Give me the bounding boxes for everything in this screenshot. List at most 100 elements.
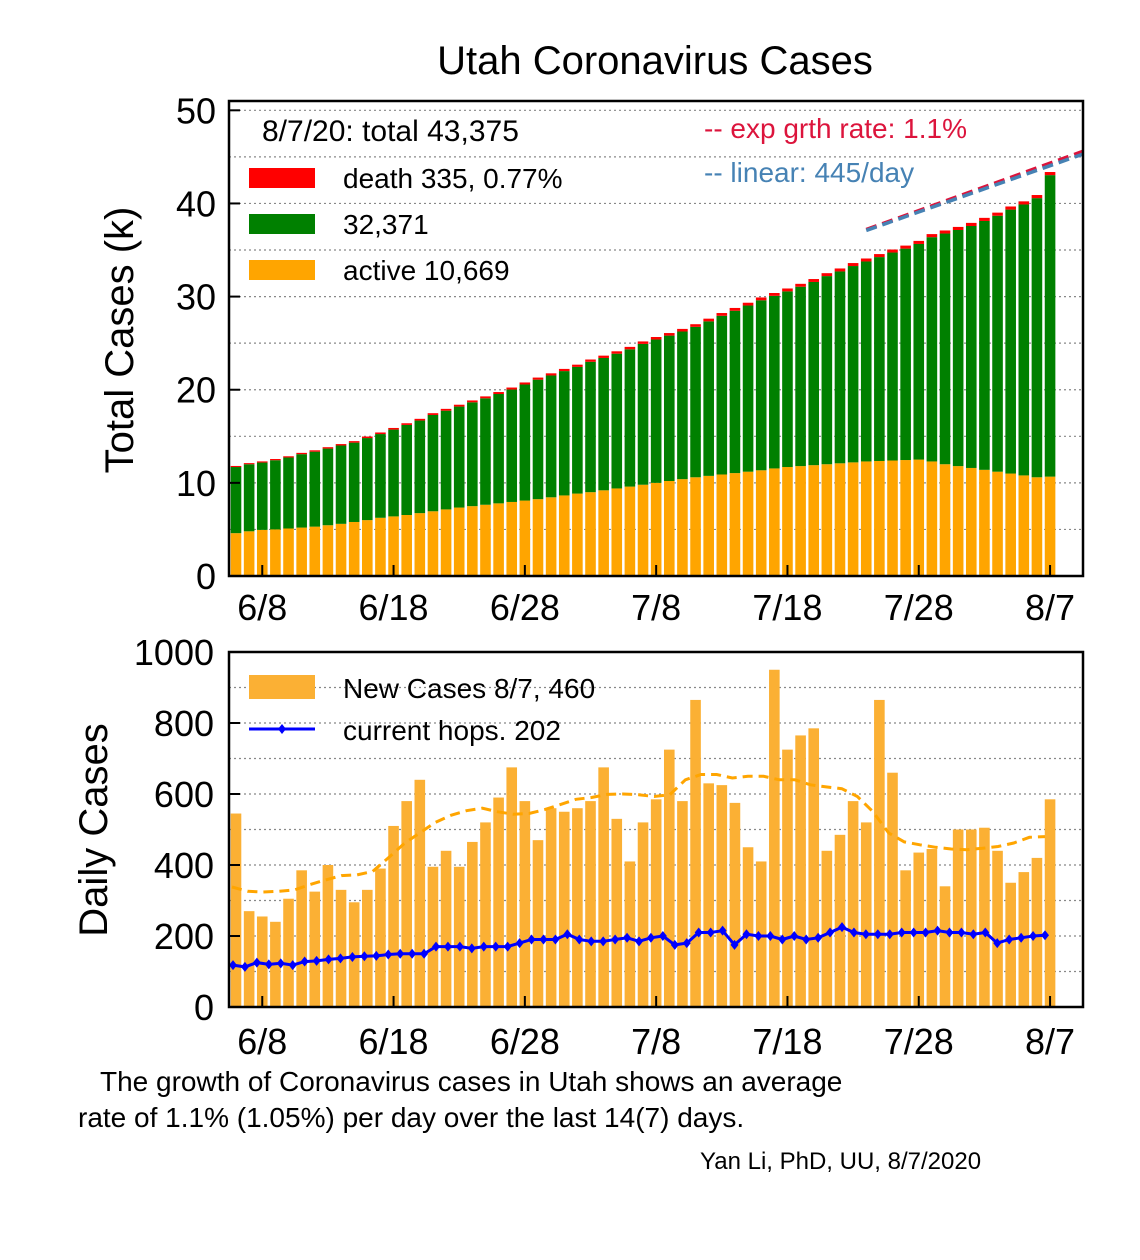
bar-recovered bbox=[755, 300, 767, 471]
bar-new-cases bbox=[690, 699, 701, 1007]
hospitalization-marker bbox=[742, 929, 751, 940]
bar-recovered bbox=[847, 266, 859, 463]
bar-recovered bbox=[663, 335, 675, 481]
bar-recovered bbox=[230, 467, 242, 534]
x-tick-label: 6/28 bbox=[490, 1021, 560, 1062]
bar-death bbox=[887, 249, 898, 253]
bar-recovered bbox=[388, 429, 399, 517]
bar-death bbox=[624, 346, 636, 350]
hospitalization-marker bbox=[790, 931, 799, 941]
legend: death 335, 0.77% 32,371 active 10,669 bbox=[249, 163, 563, 286]
bar-recovered bbox=[519, 384, 531, 501]
hospitalization-marker bbox=[420, 948, 429, 959]
bar-new-cases bbox=[1005, 882, 1016, 1007]
bar-new-cases bbox=[716, 785, 728, 1007]
legend-swatch bbox=[249, 675, 315, 699]
bar-active bbox=[414, 513, 426, 576]
bar-active bbox=[847, 462, 859, 576]
hospitalization-marker bbox=[969, 929, 978, 940]
bar-active bbox=[677, 479, 688, 576]
bar-death bbox=[558, 368, 570, 372]
bar-active bbox=[270, 529, 281, 576]
bar-recovered bbox=[401, 424, 412, 515]
hospitalization-marker bbox=[372, 950, 381, 961]
bar-recovered bbox=[860, 261, 872, 462]
bar-new-cases bbox=[532, 840, 544, 1007]
bar-death bbox=[939, 230, 951, 234]
bar-new-cases bbox=[795, 735, 806, 1007]
bar-death bbox=[1031, 195, 1043, 199]
bar-recovered bbox=[979, 220, 990, 470]
credit: Yan Li, PhD, UU, 8/7/2020 bbox=[700, 1148, 982, 1175]
bar-active bbox=[821, 464, 833, 576]
bar-death bbox=[362, 436, 373, 439]
bar-new-cases bbox=[703, 783, 714, 1007]
bar-active bbox=[624, 486, 636, 576]
legend: New Cases 8/7, 460 current hops. 202 bbox=[249, 673, 595, 746]
bar-recovered bbox=[677, 331, 688, 480]
bar-new-cases bbox=[598, 767, 609, 1007]
bar-recovered bbox=[558, 371, 570, 496]
hospitalization-marker bbox=[981, 927, 990, 938]
bar-recovered bbox=[742, 305, 754, 472]
hospitalization-marker bbox=[575, 934, 584, 945]
y-tick-label: 30 bbox=[176, 277, 216, 318]
bar-active bbox=[690, 477, 701, 576]
bar-new-cases bbox=[913, 852, 925, 1007]
bar-death bbox=[388, 427, 399, 430]
legend-swatch bbox=[249, 168, 315, 188]
bar-death bbox=[414, 418, 426, 421]
bar-active bbox=[952, 466, 964, 576]
bar-recovered bbox=[900, 248, 911, 461]
bar-active bbox=[795, 466, 806, 576]
bar-active bbox=[256, 529, 268, 576]
bar-active bbox=[558, 495, 570, 576]
bar-death bbox=[742, 302, 754, 306]
bar-active bbox=[913, 459, 925, 576]
hospitalization-marker bbox=[921, 927, 930, 938]
bar-active bbox=[493, 503, 504, 576]
hospitalization-marker bbox=[897, 927, 906, 938]
hospitalization-marker bbox=[646, 932, 655, 943]
bar-recovered bbox=[611, 353, 623, 489]
bar-new-cases bbox=[742, 847, 754, 1007]
bar-recovered bbox=[598, 357, 609, 491]
hospitalization-marker bbox=[467, 943, 476, 954]
bar-death bbox=[677, 328, 688, 332]
hospitalization-marker bbox=[706, 927, 715, 938]
bar-recovered bbox=[834, 271, 846, 464]
x-tick-label: 7/28 bbox=[884, 1021, 954, 1062]
bar-new-cases bbox=[309, 891, 321, 1007]
bar-new-cases bbox=[769, 669, 780, 1007]
bar-new-cases bbox=[1031, 857, 1043, 1007]
bar-death bbox=[690, 324, 701, 327]
bar-active bbox=[572, 493, 583, 576]
hospitalization-marker bbox=[264, 959, 273, 970]
bar-new-cases bbox=[611, 818, 623, 1007]
bar-recovered bbox=[965, 225, 977, 468]
bar-death bbox=[1005, 206, 1016, 210]
bar-active bbox=[453, 507, 465, 576]
hospitalization-marker bbox=[623, 932, 632, 943]
bar-recovered bbox=[939, 233, 951, 465]
hospitalization-marker bbox=[754, 931, 763, 941]
x-tick-label: 6/8 bbox=[237, 1021, 287, 1062]
hospitalization-marker bbox=[300, 956, 309, 967]
bar-death bbox=[427, 413, 439, 415]
hospitalization-marker bbox=[1029, 931, 1038, 941]
bar-active bbox=[769, 468, 780, 576]
bar-death bbox=[952, 226, 964, 230]
bar-death bbox=[270, 459, 281, 461]
bar-new-cases bbox=[283, 898, 294, 1007]
bar-active bbox=[1044, 476, 1056, 576]
y-tick-label: 600 bbox=[154, 774, 214, 815]
bar-recovered bbox=[795, 286, 806, 467]
hospitalization-marker bbox=[551, 934, 560, 945]
bar-active bbox=[545, 497, 557, 576]
x-axis-ticks: 6/8 6/18 6/28 7/8 7/18 7/28 8/7 bbox=[237, 996, 1075, 1062]
bar-active bbox=[1031, 477, 1043, 576]
hospitalization-marker bbox=[635, 936, 643, 947]
bar-new-cases bbox=[230, 813, 242, 1007]
hospitalization-marker bbox=[1017, 932, 1026, 943]
